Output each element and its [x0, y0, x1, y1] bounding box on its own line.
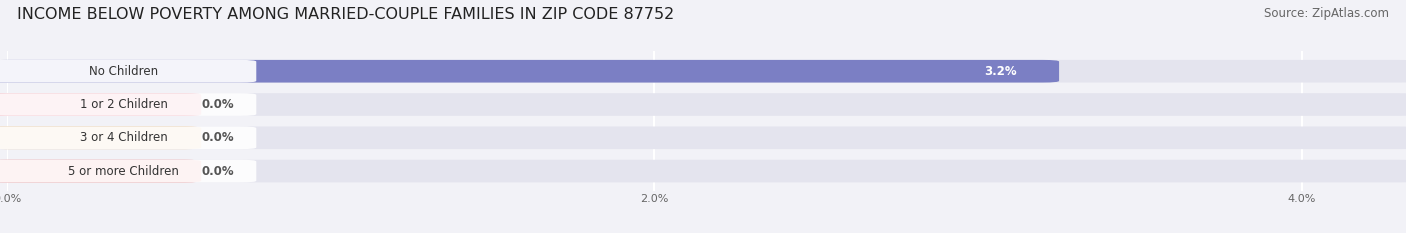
Text: 1 or 2 Children: 1 or 2 Children — [80, 98, 167, 111]
Text: 0.0%: 0.0% — [201, 164, 233, 178]
FancyBboxPatch shape — [0, 60, 1406, 82]
Text: 3.2%: 3.2% — [984, 65, 1017, 78]
FancyBboxPatch shape — [0, 127, 1406, 149]
FancyBboxPatch shape — [0, 160, 1406, 182]
Text: Source: ZipAtlas.com: Source: ZipAtlas.com — [1264, 7, 1389, 20]
Text: No Children: No Children — [89, 65, 157, 78]
FancyBboxPatch shape — [0, 93, 256, 116]
Text: 3 or 4 Children: 3 or 4 Children — [80, 131, 167, 144]
FancyBboxPatch shape — [0, 60, 256, 82]
FancyBboxPatch shape — [0, 160, 201, 182]
Text: 5 or more Children: 5 or more Children — [67, 164, 179, 178]
FancyBboxPatch shape — [0, 60, 1059, 82]
Text: 0.0%: 0.0% — [201, 131, 233, 144]
FancyBboxPatch shape — [0, 127, 256, 149]
FancyBboxPatch shape — [0, 160, 256, 182]
FancyBboxPatch shape — [0, 127, 201, 149]
FancyBboxPatch shape — [0, 93, 201, 116]
Text: INCOME BELOW POVERTY AMONG MARRIED-COUPLE FAMILIES IN ZIP CODE 87752: INCOME BELOW POVERTY AMONG MARRIED-COUPL… — [17, 7, 673, 22]
FancyBboxPatch shape — [0, 93, 1406, 116]
Text: 0.0%: 0.0% — [201, 98, 233, 111]
